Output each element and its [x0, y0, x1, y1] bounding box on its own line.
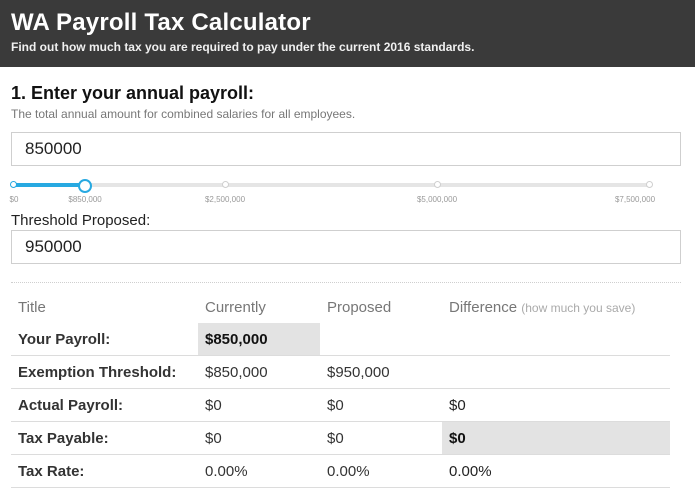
cell-difference	[442, 355, 670, 389]
threshold-label: Threshold Proposed:	[11, 212, 151, 229]
page-title: WA Payroll Tax Calculator	[11, 9, 311, 36]
threshold-input[interactable]: 950000	[11, 230, 681, 264]
cell-difference: $0	[442, 421, 670, 455]
slider-tick-dot	[222, 181, 229, 188]
row-label: Actual Payroll:	[11, 388, 198, 422]
header-title: Title	[18, 298, 46, 316]
table-row: Tax Payable: $0 $0 $0	[11, 421, 670, 455]
cell-difference: $0	[442, 388, 670, 422]
cell-currently: $0	[198, 388, 320, 422]
section-title: 1. Enter your annual payroll:	[11, 83, 255, 103]
cell-currently: $850,000	[198, 355, 320, 389]
cell-currently: $850,000	[198, 323, 320, 356]
row-label: Exemption Threshold:	[11, 355, 198, 389]
slider-tick-label: $2,500,000	[204, 195, 246, 204]
row-label: Tax Payable:	[11, 421, 198, 455]
cell-currently: 0.00%	[198, 454, 320, 488]
results-table: Title Currently Proposed Difference (how…	[11, 291, 670, 488]
table-row: Actual Payroll: $0 $0 $0	[11, 388, 670, 422]
row-label: Tax Rate:	[11, 454, 198, 488]
slider-tick-dot	[646, 181, 653, 188]
table-header-row: Title Currently Proposed Difference (how…	[11, 291, 670, 323]
payroll-slider-track[interactable]	[13, 183, 649, 187]
cell-proposed: $0	[320, 388, 442, 422]
table-row: Exemption Threshold: $850,000 $950,000	[11, 355, 670, 389]
table-row: Tax Rate: 0.00% 0.00% 0.00%	[11, 454, 670, 488]
header-proposed: Proposed	[327, 298, 392, 316]
row-label: Your Payroll:	[11, 323, 198, 356]
payroll-input[interactable]: 850000	[11, 132, 681, 166]
table-row: Your Payroll: $850,000	[11, 323, 670, 356]
cell-proposed: 0.00%	[320, 454, 442, 488]
cell-proposed: $950,000	[320, 355, 442, 389]
cell-difference: 0.00%	[442, 454, 670, 488]
app-header: WA Payroll Tax Calculator Find out how m…	[0, 0, 695, 67]
cell-difference	[442, 323, 670, 356]
cell-currently: $0	[198, 421, 320, 455]
slider-tick-label: $850,000	[68, 195, 102, 204]
slider-tick-dot	[10, 181, 17, 188]
payroll-slider-handle[interactable]	[78, 179, 93, 193]
payroll-slider-fill	[13, 183, 86, 187]
section-description: The total annual amount for combined sal…	[11, 107, 356, 121]
header-difference-label: Difference	[449, 298, 518, 316]
slider-tick-label: $7,500,000	[614, 195, 656, 204]
slider-tick-label: $5,000,000	[416, 195, 458, 204]
header-difference: Difference (how much you save)	[442, 291, 670, 323]
cell-proposed: $0	[320, 421, 442, 455]
cell-proposed	[320, 323, 442, 356]
section-divider	[11, 282, 681, 283]
slider-tick-label: $0	[9, 195, 19, 204]
header-difference-hint: (how much you save)	[521, 300, 636, 315]
page-subtitle: Find out how much tax you are required t…	[11, 40, 475, 54]
slider-tick-dot	[434, 181, 441, 188]
header-currently: Currently	[205, 298, 266, 316]
